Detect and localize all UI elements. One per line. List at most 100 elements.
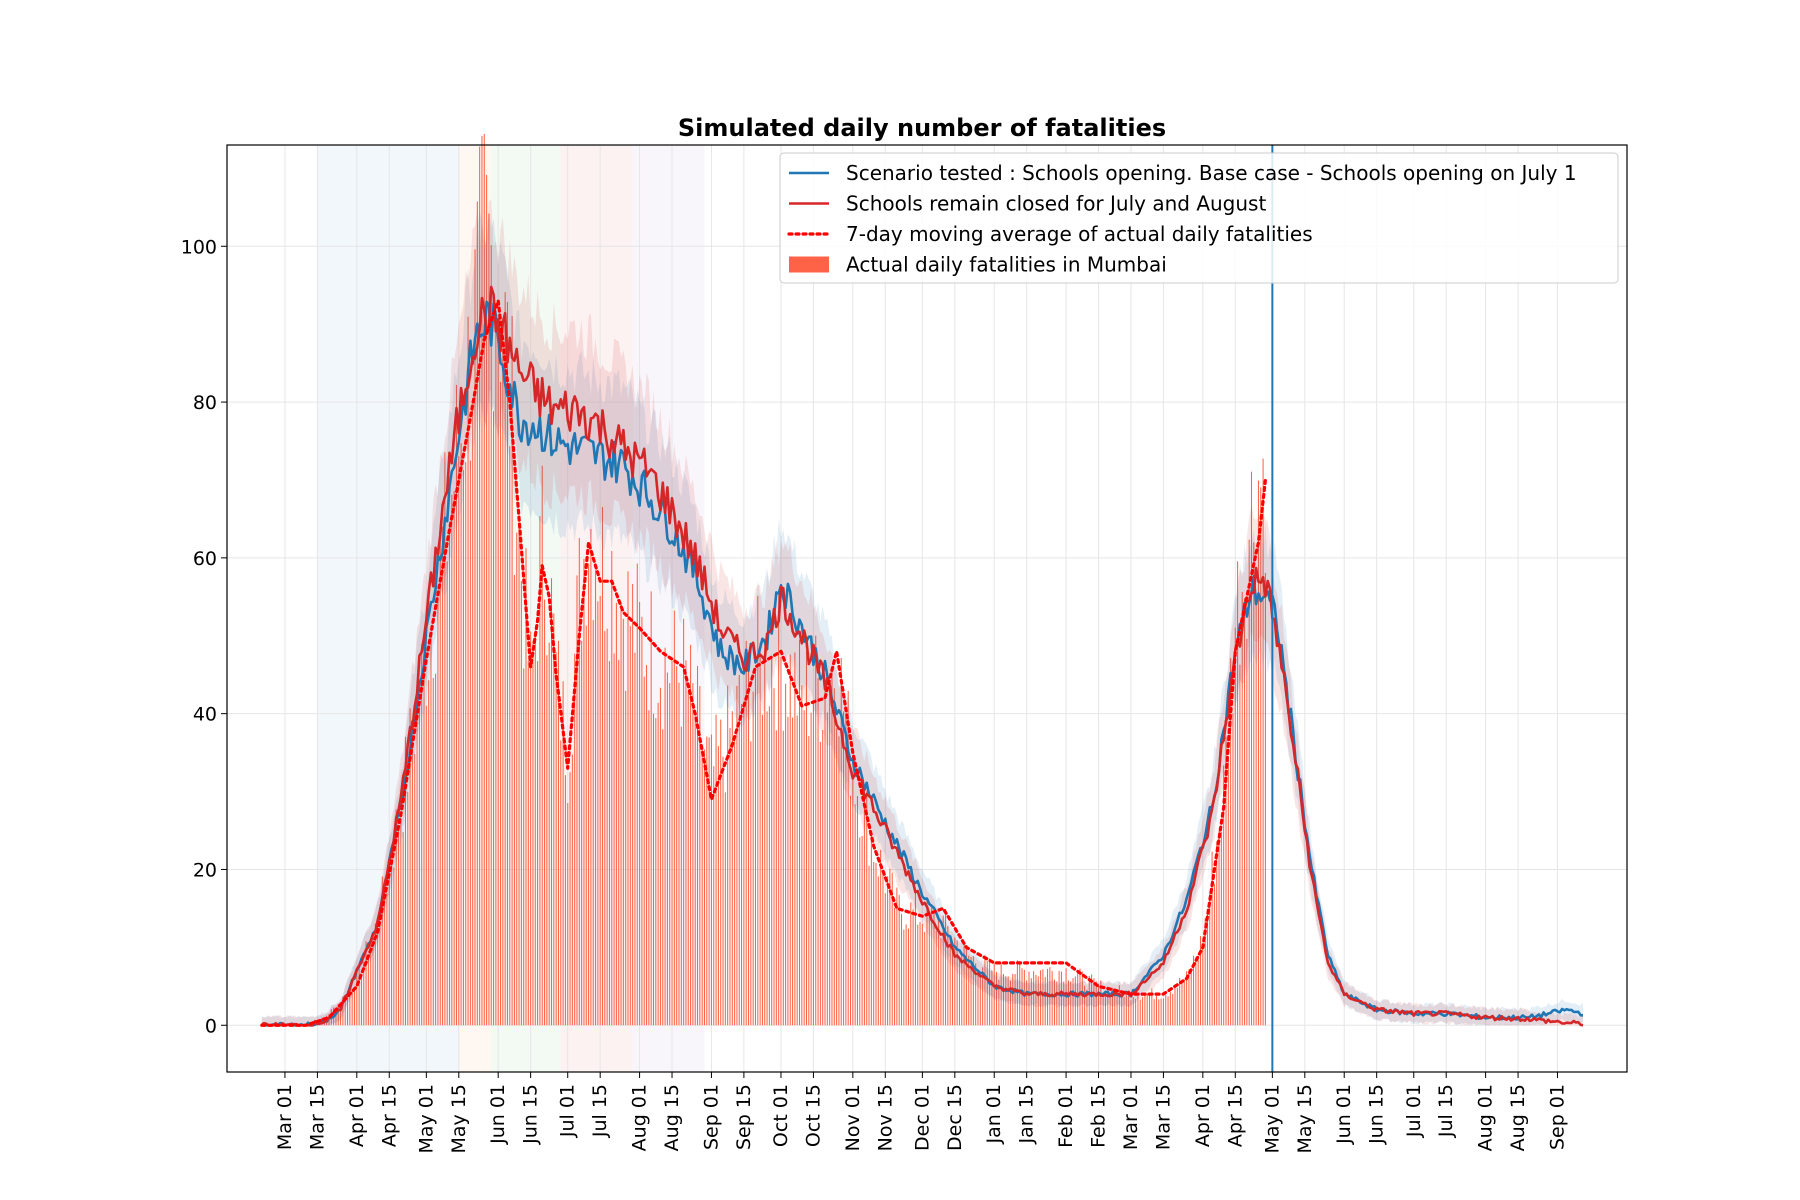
actual-fatality-bar xyxy=(518,525,520,1026)
actual-fatality-bar xyxy=(504,292,506,1026)
actual-fatality-bar xyxy=(527,660,529,1026)
actual-fatality-bar xyxy=(1021,968,1023,1026)
actual-fatality-bar xyxy=(1098,985,1100,1026)
series-line-2 xyxy=(260,299,1268,1027)
actual-fatality-bar xyxy=(625,690,627,1026)
actual-fatality-bar xyxy=(1079,968,1081,1026)
actual-fatality-bar xyxy=(1019,963,1021,1026)
chart-title: Simulated daily number of fatalities xyxy=(678,114,1166,142)
actual-fatality-bar xyxy=(824,684,826,1026)
y-tick-label: 100 xyxy=(181,236,217,258)
actual-fatality-bar xyxy=(706,736,708,1026)
actual-fatality-bar xyxy=(620,602,622,1026)
actual-fatality-bar xyxy=(592,620,594,1026)
actual-fatality-bar xyxy=(703,749,706,1026)
actual-fatality-bar xyxy=(826,712,828,1026)
actual-fatality-bar xyxy=(1137,996,1139,1026)
actual-fatality-bar xyxy=(1002,974,1005,1026)
actual-fatality-bar xyxy=(866,791,868,1026)
actual-fatality-bar xyxy=(365,941,367,1026)
actual-fatality-bar xyxy=(479,146,481,1026)
actual-fatality-bar xyxy=(972,956,974,1026)
actual-fatality-bar xyxy=(1234,627,1236,1026)
actual-fatality-bar xyxy=(595,570,597,1026)
actual-fatality-bar xyxy=(1153,999,1155,1026)
x-tick-label: Dec 01 xyxy=(911,1084,933,1151)
actual-fatality-bar xyxy=(780,657,782,1026)
actual-fatality-bar xyxy=(544,599,546,1026)
x-tick-label: Jun 15 xyxy=(520,1084,542,1145)
actual-fatality-bar xyxy=(896,887,898,1026)
actual-fatality-bar xyxy=(1220,831,1222,1026)
actual-fatality-bar xyxy=(411,739,413,1026)
actual-fatality-bar xyxy=(367,957,369,1026)
actual-fatality-bar xyxy=(486,174,488,1026)
x-tick-label: Oct 01 xyxy=(770,1084,792,1147)
actual-fatality-bar xyxy=(859,837,861,1026)
actual-fatality-bar xyxy=(1148,993,1151,1026)
actual-fatality-bar xyxy=(1081,971,1083,1026)
actual-fatality-bar xyxy=(402,832,404,1026)
actual-fatality-bar xyxy=(690,644,692,1026)
x-tick-label: May 15 xyxy=(1294,1084,1316,1154)
actual-fatality-bar xyxy=(845,714,847,1026)
actual-fatality-bar xyxy=(337,1004,339,1026)
actual-fatality-bar xyxy=(1218,830,1220,1026)
actual-fatality-bar xyxy=(692,683,694,1026)
x-tick-label: Aug 15 xyxy=(1507,1084,1529,1151)
actual-fatality-bar xyxy=(699,686,701,1026)
actual-fatality-bar xyxy=(537,661,539,1026)
actual-fatality-bar xyxy=(738,674,740,1026)
x-tick-label: Apr 01 xyxy=(346,1084,368,1147)
actual-fatality-bar xyxy=(1257,480,1259,1026)
actual-fatality-bar xyxy=(465,462,467,1026)
actual-fatality-bar xyxy=(1209,892,1211,1026)
plot-frame xyxy=(226,144,1628,1073)
actual-fatality-bar xyxy=(534,630,536,1026)
actual-fatality-bar xyxy=(771,657,773,1026)
actual-fatality-bar xyxy=(1213,883,1215,1026)
actual-fatality-bar xyxy=(868,865,870,1026)
actual-fatality-bar xyxy=(1123,997,1125,1026)
actual-fatality-bar xyxy=(819,741,821,1026)
actual-fatality-bar xyxy=(852,777,854,1026)
actual-fatality-bar xyxy=(894,907,896,1026)
actual-fatality-bar xyxy=(873,861,875,1026)
actual-fatality-bar xyxy=(414,754,416,1026)
actual-fatality-bar xyxy=(622,618,624,1026)
x-tick-label: Sep 01 xyxy=(1546,1084,1568,1150)
actual-fatality-bar xyxy=(887,876,889,1026)
x-tick-label: Aug 01 xyxy=(1475,1084,1497,1151)
actual-fatality-bar xyxy=(657,702,659,1026)
actual-fatality-bar xyxy=(451,494,453,1026)
actual-fatality-bar xyxy=(1165,994,1167,1026)
actual-fatality-bar xyxy=(386,893,388,1026)
actual-fatality-bar xyxy=(374,923,376,1026)
x-tick-label: Aug 15 xyxy=(661,1084,683,1151)
actual-fatality-bar xyxy=(787,716,789,1026)
actual-fatality-bar xyxy=(1174,987,1176,1026)
actual-fatality-bar xyxy=(1232,713,1234,1026)
actual-fatality-bar xyxy=(801,685,803,1026)
actual-fatality-bar xyxy=(523,668,525,1026)
actual-fatality-bar xyxy=(353,989,356,1026)
x-tick-label: Jul 01 xyxy=(1403,1084,1425,1138)
actual-fatality-bar xyxy=(1014,974,1016,1026)
x-tick-label: Jun 15 xyxy=(1366,1084,1388,1145)
actual-fatality-bar xyxy=(430,631,432,1026)
actual-fatality-bar xyxy=(1072,978,1074,1026)
y-tick-label: 20 xyxy=(193,859,217,881)
actual-fatality-bar xyxy=(393,867,395,1026)
actual-fatality-bar xyxy=(991,970,993,1026)
actual-fatality-bar xyxy=(340,1004,342,1026)
actual-fatality-bar xyxy=(1070,981,1072,1026)
actual-fatality-bar xyxy=(581,640,583,1026)
actual-fatality-bar xyxy=(453,491,455,1026)
actual-fatality-bar xyxy=(1181,982,1183,1026)
actual-fatality-bar xyxy=(914,893,916,1026)
actual-fatality-bar xyxy=(576,575,578,1026)
actual-fatality-bar xyxy=(567,803,569,1026)
actual-fatality-bar xyxy=(641,616,643,1026)
actual-fatality-bar xyxy=(1216,841,1218,1026)
actual-fatality-bar xyxy=(476,201,478,1026)
